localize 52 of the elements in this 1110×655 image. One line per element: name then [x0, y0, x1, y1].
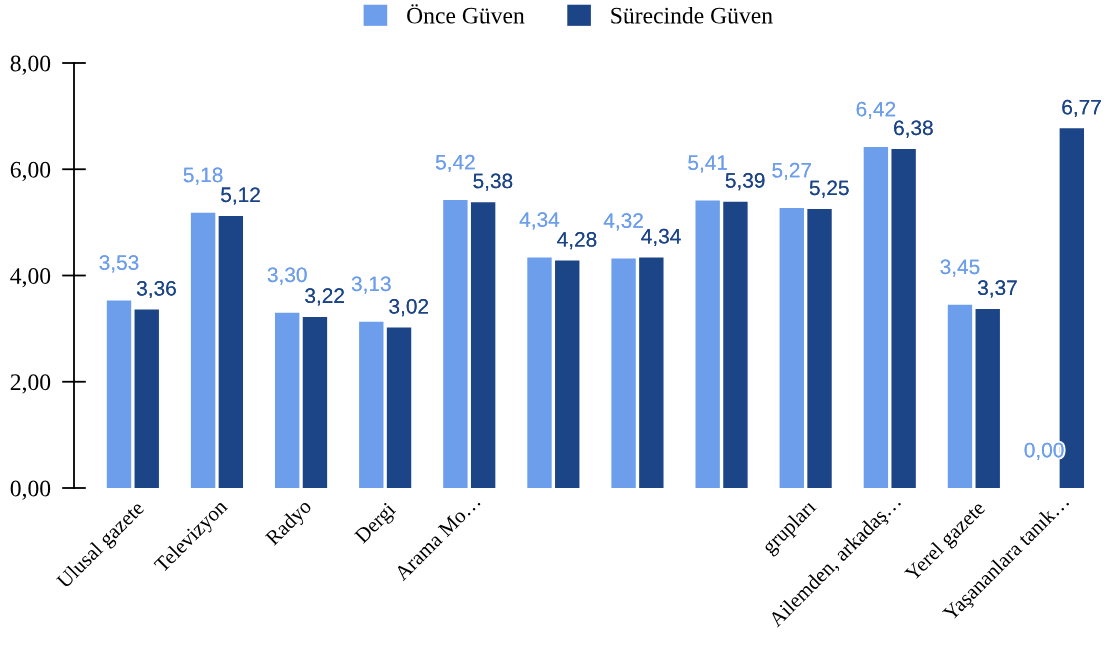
data-label: 5,41	[688, 155, 727, 173]
data-label: 5,39	[725, 173, 765, 191]
y-tick-label: 8,00	[10, 55, 51, 75]
data-label: 5,25	[809, 180, 849, 198]
bar	[443, 200, 468, 488]
y-tick-label: 2,00	[10, 374, 51, 394]
data-label: 5,38	[473, 173, 513, 191]
bar	[975, 308, 1000, 488]
y-tick-label: 0,00	[10, 480, 51, 500]
bar	[555, 260, 580, 488]
bar	[134, 309, 159, 488]
data-label: 5,42	[435, 154, 475, 172]
data-label: 4,34	[641, 228, 681, 247]
data-label: 5,27	[772, 162, 812, 180]
data-label: 5,12	[221, 187, 260, 205]
bar	[891, 149, 916, 488]
bar	[639, 257, 664, 488]
y-tick-label: 6,00	[10, 161, 51, 182]
data-label: 4,28	[557, 232, 597, 250]
bar	[611, 258, 636, 488]
data-label: 6,42	[856, 101, 896, 119]
data-label: 3,22	[305, 288, 344, 306]
data-label: 6,38	[894, 120, 933, 138]
bar	[386, 327, 412, 488]
data-label: 4,34	[519, 212, 560, 230]
bar	[190, 212, 216, 488]
y-tick-label: 4,00	[10, 267, 51, 288]
bar	[470, 202, 496, 488]
bar	[695, 200, 720, 488]
data-label: 5,18	[183, 167, 223, 185]
bar	[218, 216, 244, 488]
data-label: 4,32	[603, 213, 643, 231]
data-label: 3,02	[389, 298, 428, 317]
bar	[106, 300, 132, 488]
bar	[947, 304, 973, 488]
bar	[863, 146, 889, 488]
bar	[723, 201, 748, 488]
data-label: 3,53	[99, 255, 139, 273]
bar	[359, 321, 384, 488]
legend-label: Sürecinde Güven	[611, 6, 773, 24]
data-label: 3,30	[267, 267, 307, 285]
bar	[527, 257, 552, 488]
data-label: 3,13	[351, 276, 391, 294]
bar	[275, 312, 300, 488]
data-label: 3,36	[136, 280, 176, 299]
data-label: 6,77	[1062, 99, 1101, 117]
bar	[302, 316, 328, 488]
data-label: 3,37	[977, 280, 1017, 298]
bar	[779, 208, 804, 488]
bar	[807, 209, 832, 488]
legend-label: Önce Güven	[407, 4, 525, 24]
data-label: 3,45	[940, 259, 980, 277]
